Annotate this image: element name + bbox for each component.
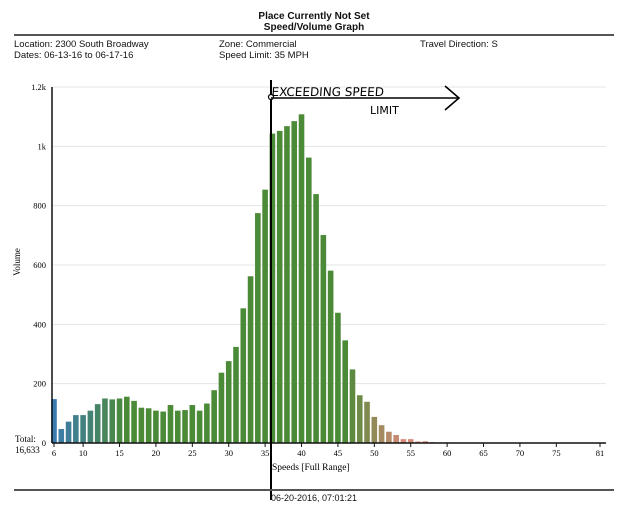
bar-speed-11: [87, 410, 94, 443]
bar-speed-34: [255, 213, 261, 443]
bar-speed-22: [167, 405, 174, 443]
x-tick-label: 60: [443, 448, 452, 458]
bar-speed-42: [313, 194, 319, 443]
bar-speed-37: [276, 130, 283, 443]
total-label: Total:: [15, 434, 36, 444]
bar-speed-6: [51, 399, 57, 443]
x-axis-label: Speeds [Full Range]: [272, 463, 350, 473]
bar-speed-30: [225, 361, 232, 443]
speed-limit-label: Speed Limit: 35 MPH: [219, 50, 309, 61]
bar-speed-16: [124, 396, 130, 443]
x-tick-label: 45: [334, 448, 343, 458]
bar-speed-20: [153, 410, 159, 443]
y-tick-label: 400: [33, 319, 46, 329]
x-tick-label: 25: [188, 448, 197, 458]
bar-speed-53: [393, 434, 399, 443]
bar-speed-51: [378, 425, 385, 443]
x-tick-label: 20: [152, 448, 161, 458]
timestamp: 06-20-2016, 07:01:21: [270, 493, 358, 503]
bar-speed-28: [211, 390, 217, 443]
x-tick-label: 40: [297, 448, 306, 458]
bar-speed-45: [335, 312, 341, 443]
y-axis-label: Volume: [12, 248, 22, 276]
bar-speed-52: [386, 431, 392, 443]
y-tick-label: 1k: [38, 141, 47, 151]
bar-speed-43: [320, 235, 327, 443]
y-tick-label: 1.2k: [31, 82, 47, 92]
bar-speed-21: [160, 411, 166, 443]
dates-label: Dates: 06-13-16 to 06-17-16: [14, 50, 134, 61]
speed-limit-annotation: EXCEEDING SPEED LIMIT: [267, 80, 461, 500]
bar-speed-55: [407, 439, 414, 443]
bar-speed-31: [233, 346, 239, 443]
bar-speed-33: [247, 276, 254, 443]
bar-speed-14: [109, 399, 116, 443]
bar-speed-27: [204, 403, 210, 443]
x-tick-label: 65: [479, 448, 488, 458]
location-label: Location: 2300 South Broadway: [14, 39, 149, 50]
bar-speed-24: [182, 410, 188, 443]
x-tick-label: 10: [79, 448, 88, 458]
bar-speed-10: [80, 415, 86, 443]
bar-speed-18: [138, 407, 145, 443]
x-tick-label: 35: [261, 448, 270, 458]
bar-speed-50: [371, 416, 378, 443]
bar-speed-26: [196, 410, 203, 443]
bar-speed-44: [327, 270, 334, 443]
footer-rule: [14, 489, 614, 491]
bar-speed-39: [291, 121, 298, 443]
x-tick-label: 70: [516, 448, 525, 458]
bar-speed-23: [174, 410, 181, 443]
bar-speed-7: [58, 429, 65, 443]
y-tick-label: 800: [33, 201, 46, 211]
bar-speed-9: [73, 415, 79, 443]
bar-speed-15: [116, 398, 123, 443]
bar-speed-17: [131, 400, 137, 443]
arrow-head-icon: [444, 85, 461, 111]
bar-speed-38: [284, 126, 290, 443]
bar-speed-25: [189, 405, 196, 443]
bar-speed-57: [422, 441, 429, 443]
bar-speed-8: [65, 421, 72, 443]
zone-label: Zone: Commercial: [219, 39, 297, 50]
bar-speed-41: [306, 157, 312, 443]
y-tick-label: 0: [42, 438, 46, 448]
bar-speed-29: [218, 372, 225, 443]
header-rule: [14, 34, 614, 36]
x-tick-label: 6: [52, 448, 56, 458]
bar-speed-35: [262, 189, 268, 443]
travel-direction-label: Travel Direction: S: [420, 39, 498, 50]
chart-title: Speed/Volume Graph: [263, 22, 365, 33]
report-title: Place Currently Not Set: [258, 11, 370, 22]
x-tick-label: 75: [552, 448, 561, 458]
bar-speed-54: [400, 439, 407, 443]
bar-speed-36: [269, 133, 276, 443]
bar-speed-12: [94, 404, 101, 443]
bar-speed-32: [240, 308, 247, 443]
annotation-text-line1: EXCEEDING SPEED: [271, 85, 384, 99]
bar-speed-46: [342, 340, 348, 443]
bar-speed-13: [102, 398, 108, 443]
bar-speed-19: [145, 408, 152, 443]
x-tick-label: 50: [370, 448, 379, 458]
x-tick-label: 55: [406, 448, 415, 458]
total-value: 16,633: [15, 445, 40, 455]
y-tick-label: 600: [33, 260, 46, 270]
bar-speed-48: [356, 395, 363, 443]
annotation-text-line2: LIMIT: [370, 104, 399, 117]
x-tick-label: 81: [596, 448, 605, 458]
x-tick-label: 30: [224, 448, 233, 458]
bar-speed-40: [298, 114, 305, 443]
bar-speed-47: [349, 369, 356, 443]
bar-speed-49: [364, 401, 370, 443]
x-tick-label: 15: [115, 448, 124, 458]
y-tick-label: 200: [33, 379, 46, 389]
